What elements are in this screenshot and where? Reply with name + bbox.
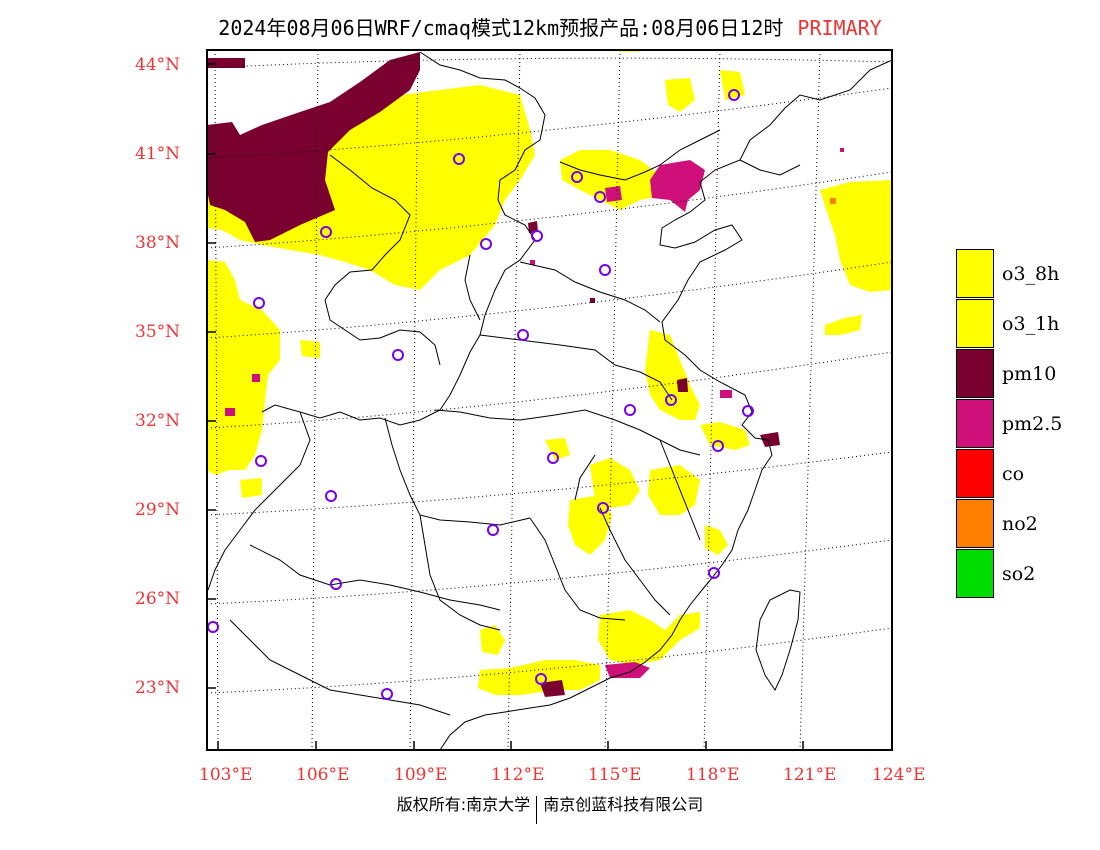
legend-swatch <box>956 499 994 548</box>
lat-label-23: 23°N <box>135 678 181 698</box>
lat-label-41: 41°N <box>135 144 181 164</box>
primary-tag: PRIMARY <box>797 16 882 40</box>
legend-label: no2 <box>1002 513 1038 535</box>
minor-field-layer <box>530 148 844 303</box>
lat-label-38: 38°N <box>135 233 181 253</box>
pm25-field-layer <box>225 160 732 678</box>
lat-label-35: 35°N <box>135 322 181 342</box>
lat-label-29: 29°N <box>135 500 181 520</box>
graticule <box>207 50 892 750</box>
legend-swatch <box>956 249 994 298</box>
legend-label: pm2.5 <box>1002 413 1063 435</box>
copyright-right: 南京创蓝科技有限公司 <box>543 795 704 814</box>
legend-swatch <box>956 299 994 348</box>
legend-swatch <box>956 549 994 598</box>
lon-label-121: 121°E <box>783 765 837 785</box>
lon-label-124: 124°E <box>872 765 926 785</box>
legend-label: o3_1h <box>1002 313 1060 335</box>
lat-label-26: 26°N <box>135 589 181 609</box>
copyright-divider <box>536 795 538 824</box>
legend-label: o3_8h <box>1002 263 1060 285</box>
axis-ticks <box>207 63 893 750</box>
copyright-left: 版权所有:南京大学 <box>396 795 531 814</box>
title-text: 2024年08月06日WRF/cmaq模式12km预报产品:08月06日12时 <box>218 16 784 40</box>
lon-label-118: 118°E <box>686 765 740 785</box>
map-title: 2024年08月06日WRF/cmaq模式12km预报产品:08月06日12时 P… <box>0 12 1100 41</box>
pm10-field-layer <box>207 52 780 697</box>
legend-label: pm10 <box>1002 363 1057 385</box>
map-frame <box>206 49 893 751</box>
boundaries <box>207 51 892 750</box>
lon-label-115: 115°E <box>588 765 642 785</box>
legend-label: co <box>1002 463 1025 485</box>
lon-label-109: 109°E <box>394 765 448 785</box>
lat-label-44: 44°N <box>135 55 181 75</box>
copyright-footer: 版权所有:南京大学 南京创蓝科技有限公司 <box>0 791 1100 824</box>
lon-label-112: 112°E <box>491 765 545 785</box>
legend-swatch <box>956 349 994 398</box>
legend-label: so2 <box>1002 563 1036 585</box>
legend-swatch <box>956 399 994 448</box>
lon-label-103: 103°E <box>199 765 253 785</box>
lon-label-106: 106°E <box>296 765 350 785</box>
legend-swatch <box>956 449 994 498</box>
lat-label-32: 32°N <box>135 411 181 431</box>
